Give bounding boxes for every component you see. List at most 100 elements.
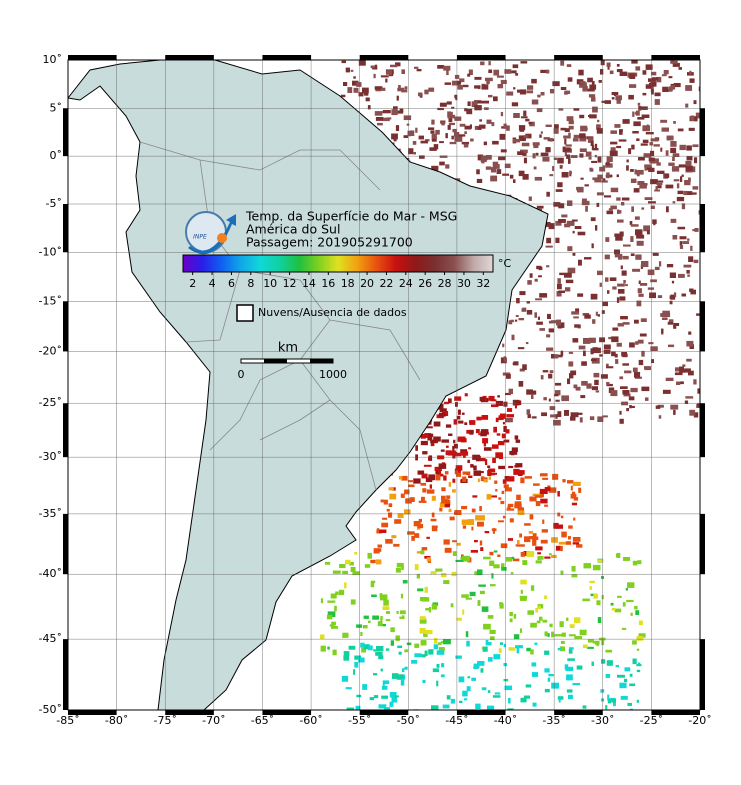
sst-pixel	[520, 697, 527, 703]
sst-pixel	[617, 219, 624, 223]
sst-pixel	[634, 216, 640, 220]
sst-pixel	[561, 632, 566, 637]
border-segment	[700, 204, 705, 253]
sst-pixel	[555, 237, 560, 243]
sst-pixel	[451, 135, 454, 140]
sst-pixel	[593, 372, 600, 378]
sst-pixel	[629, 221, 633, 225]
sst-pixel	[551, 554, 557, 558]
sst-pixel	[568, 351, 574, 354]
sst-pixel	[446, 495, 451, 499]
sst-pixel	[516, 298, 520, 304]
sst-pixel	[530, 585, 535, 591]
sst-pixel	[623, 557, 631, 561]
sst-pixel	[526, 409, 531, 415]
sst-pixel	[411, 660, 418, 664]
sst-pixel	[446, 101, 452, 105]
sst-pixel	[601, 659, 606, 664]
sst-pixel	[511, 447, 518, 452]
sst-pixel	[397, 87, 405, 92]
sst-pixel	[588, 114, 591, 117]
sst-pixel	[452, 551, 457, 556]
sst-pixel	[518, 318, 524, 321]
sst-pixel	[420, 140, 428, 144]
sst-pixel	[639, 333, 647, 337]
border-segment	[63, 108, 68, 157]
sst-pixel	[395, 125, 400, 131]
sst-pixel	[513, 361, 519, 366]
sst-pixel	[582, 598, 590, 602]
sst-pixel	[346, 707, 355, 710]
sst-pixel	[519, 533, 522, 538]
sst-pixel	[457, 436, 466, 442]
sst-pixel	[670, 218, 677, 223]
sst-pixel	[619, 682, 627, 689]
sst-pixel	[540, 539, 548, 544]
sst-pixel	[673, 292, 677, 298]
sst-pixel	[506, 125, 510, 131]
sst-pixel	[560, 165, 563, 168]
sst-pixel	[685, 85, 693, 91]
sst-pixel	[618, 289, 625, 294]
colorbar-tick-label: 18	[341, 277, 355, 290]
sst-pixel	[414, 66, 419, 69]
sst-pixel	[434, 638, 438, 644]
sst-pixel	[605, 705, 608, 710]
sst-pixel	[626, 165, 629, 171]
sst-pixel	[421, 547, 428, 551]
sst-pixel	[634, 169, 637, 175]
sst-pixel	[332, 649, 337, 656]
sst-pixel	[419, 616, 426, 620]
sst-pixel	[610, 147, 616, 152]
sst-pixel	[496, 433, 501, 436]
sst-pixel	[692, 186, 699, 190]
sst-pixel	[369, 697, 375, 701]
sst-pixel	[374, 64, 378, 70]
sst-pixel	[425, 630, 433, 635]
sst-pixel	[393, 106, 398, 110]
sst-pixel	[371, 580, 376, 584]
sst-pixel	[572, 683, 581, 686]
sst-pixel	[461, 412, 465, 415]
sst-pixel	[401, 69, 405, 74]
sst-pixel	[382, 110, 391, 114]
sst-pixel	[670, 147, 677, 154]
sst-pixel	[439, 102, 447, 107]
sst-pixel	[519, 628, 523, 633]
sst-pixel	[330, 593, 337, 599]
sst-pixel	[437, 107, 444, 111]
sst-pixel	[489, 560, 495, 566]
sst-pixel	[539, 293, 548, 298]
sst-pixel	[503, 679, 509, 682]
sst-pixel	[537, 94, 541, 98]
sst-pixel	[427, 435, 433, 441]
sst-pixel	[414, 533, 420, 538]
sst-pixel	[362, 684, 368, 690]
sst-pixel	[567, 480, 574, 484]
sst-pixel	[388, 503, 393, 507]
sst-pixel	[376, 559, 382, 565]
sst-pixel	[572, 138, 579, 142]
sst-pixel	[596, 124, 601, 130]
y-tick-label: -25˚	[39, 396, 62, 409]
sst-pixel	[435, 469, 441, 475]
sst-pixel	[498, 465, 505, 470]
sst-pixel	[531, 536, 539, 540]
sst-pixel	[591, 661, 594, 666]
sst-pixel	[320, 634, 325, 639]
sst-pixel	[688, 370, 694, 376]
sst-pixel	[554, 354, 559, 359]
sst-pixel	[591, 145, 595, 151]
sst-pixel	[462, 690, 468, 697]
sst-pixel	[630, 178, 637, 183]
sst-pixel	[504, 163, 511, 169]
sst-pixel	[345, 67, 350, 73]
sst-pixel	[571, 574, 578, 578]
sst-pixel	[558, 698, 561, 703]
sst-pixel	[451, 80, 459, 86]
sst-pixel	[571, 491, 576, 494]
sst-pixel	[468, 447, 472, 450]
sst-pixel	[490, 175, 498, 182]
sst-pixel	[635, 66, 641, 71]
sst-pixel	[569, 647, 574, 650]
